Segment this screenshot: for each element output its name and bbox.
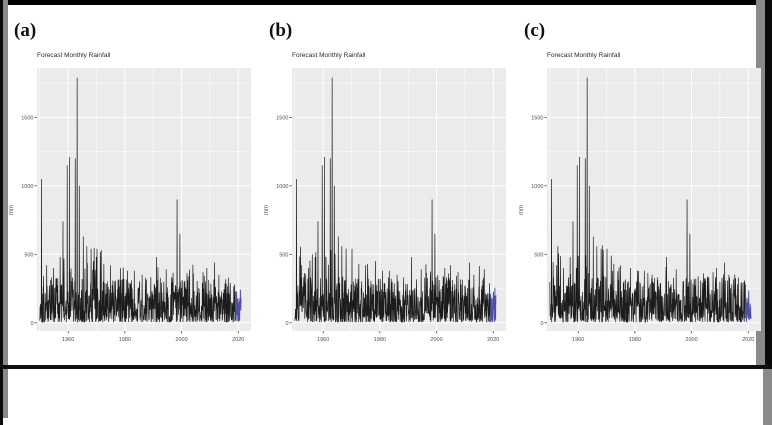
horizontal-rule — [0, 365, 772, 369]
figure-panel-b: (b) Forecast Monthly Rainfall mm 1960 198… — [263, 16, 515, 360]
x-tick-label: 2000 — [430, 337, 442, 343]
x-tick-label: 2020 — [742, 337, 754, 343]
figure-c-label: (c) — [524, 20, 546, 41]
x-tick-label: 1980 — [374, 337, 386, 343]
chart-title-a: Forecast Monthly Rainfall — [37, 52, 111, 59]
x-tick-label: 2000 — [175, 337, 187, 343]
figure-a-label: (a) — [14, 20, 37, 41]
axis-ticks — [34, 116, 239, 334]
y-tick-label: 1500 — [21, 115, 33, 121]
x-tick-label: 2020 — [232, 337, 244, 343]
x-tick-label: 1960 — [62, 337, 74, 343]
rainfall-forecast-plot-a: 1960 1980 2000 2020 0 500 1000 1500 — [21, 68, 251, 343]
series-forecast — [489, 287, 497, 323]
page-border-left-shadow — [3, 0, 8, 418]
rainfall-forecast-plot-c: 1960 1980 2000 2020 0 500 1000 1500 — [531, 68, 761, 343]
x-tick-label: 1980 — [119, 337, 131, 343]
figure-panel-a: (a) Forecast Monthly Rainfall mm 1960 198… — [8, 16, 260, 360]
x-tick-label: 1960 — [572, 337, 584, 343]
y-tick-label: 0 — [540, 321, 543, 327]
series-history — [39, 77, 236, 324]
figure-b-label: (b) — [269, 20, 293, 41]
series-forecast — [234, 289, 242, 322]
chart-title-c: Forecast Monthly Rainfall — [547, 52, 621, 59]
y-tick-label: 1000 — [276, 184, 288, 190]
x-tick-label: 1960 — [317, 337, 329, 343]
x-tick-label: 2000 — [685, 337, 697, 343]
y-tick-label: 1000 — [21, 184, 33, 190]
page-border-left — [0, 0, 3, 425]
page-border-right-lower — [763, 369, 772, 425]
series-history — [294, 77, 491, 324]
chart-title-b: Forecast Monthly Rainfall — [292, 52, 366, 59]
major-gridlines — [292, 68, 506, 331]
y-tick-label: 500 — [279, 252, 288, 258]
series-forecast — [744, 284, 752, 323]
axis-tick-labels: 1960 1980 2000 2020 0 500 1000 1500 — [531, 115, 754, 343]
rainfall-forecast-plot-b: 1960 1980 2000 2020 0 500 1000 1500 — [276, 68, 506, 343]
y-tick-label: 1500 — [531, 115, 543, 121]
axis-tick-labels: 1960 1980 2000 2020 0 500 1000 1500 — [276, 115, 499, 343]
axis-ticks — [289, 116, 494, 334]
series-history — [549, 77, 746, 324]
plot-panel — [292, 68, 506, 331]
y-tick-label: 500 — [24, 252, 33, 258]
page-border-right — [765, 0, 772, 369]
page-border-top — [0, 0, 772, 5]
y-tick-label: 500 — [534, 252, 543, 258]
x-tick-label: 1980 — [629, 337, 641, 343]
axis-ticks — [544, 116, 749, 334]
y-tick-label: 0 — [30, 321, 33, 327]
y-tick-label: 0 — [285, 321, 288, 327]
major-gridlines — [547, 68, 761, 331]
major-gridlines — [37, 68, 251, 331]
minor-gridlines — [292, 68, 506, 331]
y-tick-label: 1000 — [531, 184, 543, 190]
figure-panel-c: (c) Forecast Monthly Rainfall mm 1960 198… — [518, 16, 770, 360]
axis-tick-labels: 1960 1980 2000 2020 0 500 1000 1500 — [21, 115, 244, 343]
y-tick-label: 1500 — [276, 115, 288, 121]
x-tick-label: 2020 — [487, 337, 499, 343]
